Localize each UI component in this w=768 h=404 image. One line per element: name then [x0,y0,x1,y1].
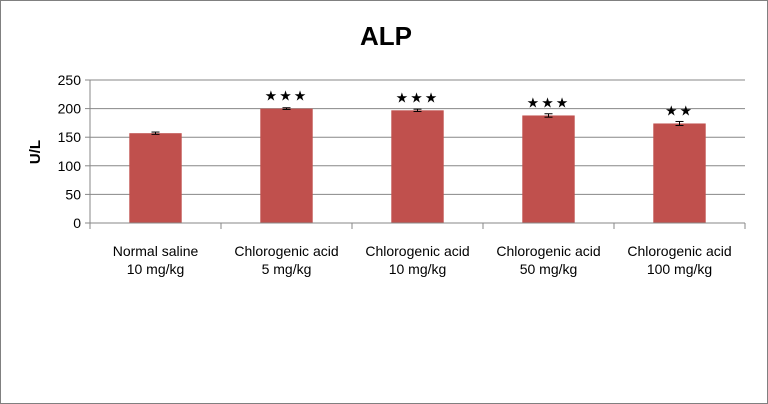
significance-label: ★★★ [396,90,440,106]
category-label: 5 mg/kg [262,261,312,277]
category-label: 100 mg/kg [647,261,712,277]
y-tick-label: 150 [58,129,82,145]
bar [653,123,706,223]
bar [260,108,313,223]
category-label: Chlorogenic acid [496,243,600,259]
significance-label: ★★ [665,103,694,119]
category-label: Normal saline [113,243,199,259]
bars: ★★★ ★★★ ★★★★★ [129,89,706,223]
y-tick-label: 250 [58,72,82,88]
significance-label: ★★★ [265,89,309,105]
category-label: Chlorogenic acid [234,243,338,259]
category-label: 50 mg/kg [520,261,578,277]
x-axis: Normal saline 10 mg/kg Chlorogenic acid 5 m… [89,222,746,277]
y-axis: 0 50 100 150 200 250 [58,72,91,231]
y-tick-label: 200 [58,101,82,117]
bar [391,110,444,223]
bar [129,133,182,223]
y-tick-label: 100 [58,158,82,174]
y-tick-label: 0 [73,215,81,231]
category-label: 10 mg/kg [389,261,447,277]
category-label: Chlorogenic acid [365,243,469,259]
bar [522,115,575,223]
y-tick-label: 50 [65,186,81,202]
category-label: Chlorogenic acid [627,243,731,259]
y-axis-label: U/L [27,140,44,164]
chart-title: ALP [360,21,412,51]
category-label: 10 mg/kg [127,261,185,277]
significance-label: ★★★ [527,95,571,111]
